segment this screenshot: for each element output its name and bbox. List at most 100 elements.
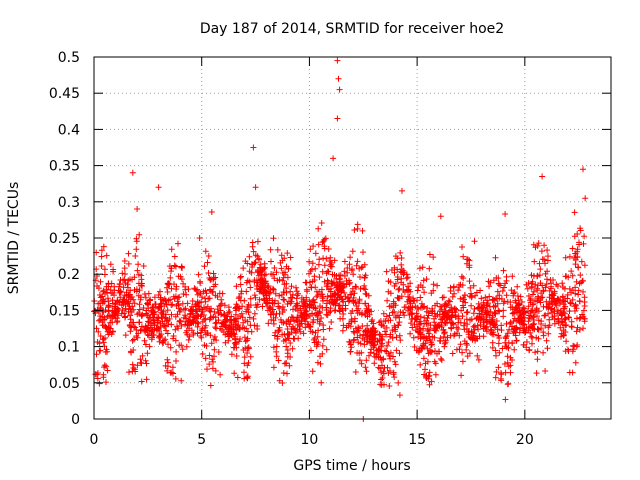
data-point [526,315,533,322]
data-point [572,290,579,297]
data-point [204,259,211,266]
data-point [562,273,569,280]
data-point [473,315,480,322]
data-point [403,275,410,282]
data-point [315,225,322,232]
data-point [514,293,521,299]
data-point [466,257,473,264]
data-point [546,316,553,323]
data-point [231,331,238,338]
data-point [483,311,490,317]
data-point [503,333,510,339]
data-point [130,365,137,371]
data-point [126,369,132,376]
data-point [389,335,396,341]
data-point [272,297,278,304]
data-point [507,299,514,306]
data-point [509,304,516,311]
data-point [284,274,291,281]
data-point [244,260,251,267]
data-point [354,221,361,228]
data-point [544,257,551,264]
data-point [460,253,467,260]
data-point [212,320,219,327]
data-point [498,322,505,329]
data-point [326,258,333,264]
data-point [157,288,163,295]
data-point [548,283,555,290]
data-point [138,323,145,330]
data-point [276,305,283,312]
data-point [422,366,428,373]
data-point [482,294,489,301]
data-point [336,308,343,315]
data-point [471,238,478,245]
data-point [145,318,151,325]
data-point [348,291,355,298]
data-point [364,307,371,314]
data-point [141,337,148,344]
data-point [279,380,286,386]
data-point [573,328,580,335]
data-point [168,246,175,253]
data-point [536,260,543,267]
data-point [175,240,181,247]
data-point [97,278,104,285]
data-point [173,358,179,364]
data-point [459,244,465,250]
data-point [334,57,341,64]
data-point [349,308,356,314]
data-point [531,313,537,320]
data-point [280,296,287,303]
data-point [201,316,208,323]
data-point [191,314,198,321]
data-point [421,320,428,327]
data-point [173,286,180,293]
data-point [216,290,223,297]
data-point [353,262,360,269]
data-point [534,282,541,289]
data-point [407,330,414,337]
data-point [215,349,222,355]
data-point [238,290,245,297]
data-point [294,314,301,321]
data-point [553,281,560,288]
data-point [219,327,225,333]
data-point [459,349,466,356]
data-point [568,268,575,275]
data-point [480,299,487,306]
data-point [579,278,586,285]
data-point [155,305,162,312]
data-point [210,358,216,365]
data-point [309,297,316,304]
data-point [129,337,136,344]
data-point [192,286,199,293]
data-point [98,263,105,269]
data-point [336,86,343,93]
data-point [194,308,200,315]
data-point [185,336,192,343]
data-point [358,311,365,318]
data-point [236,326,243,333]
data-point [350,271,357,278]
data-point [419,334,425,341]
data-point [357,340,364,347]
data-point [309,310,316,317]
data-point [393,334,400,341]
x-tick-label: 15 [408,432,426,448]
data-point [150,304,157,311]
data-point [548,291,555,298]
data-point [578,258,585,265]
data-point [327,285,334,292]
data-point [168,268,174,275]
data-point [105,281,112,287]
data-point [370,350,377,357]
data-point [531,258,538,265]
data-point [441,301,448,308]
data-point [279,277,286,284]
data-point [362,300,369,307]
data-point [574,253,581,260]
data-point [250,144,257,151]
data-point [365,306,372,313]
